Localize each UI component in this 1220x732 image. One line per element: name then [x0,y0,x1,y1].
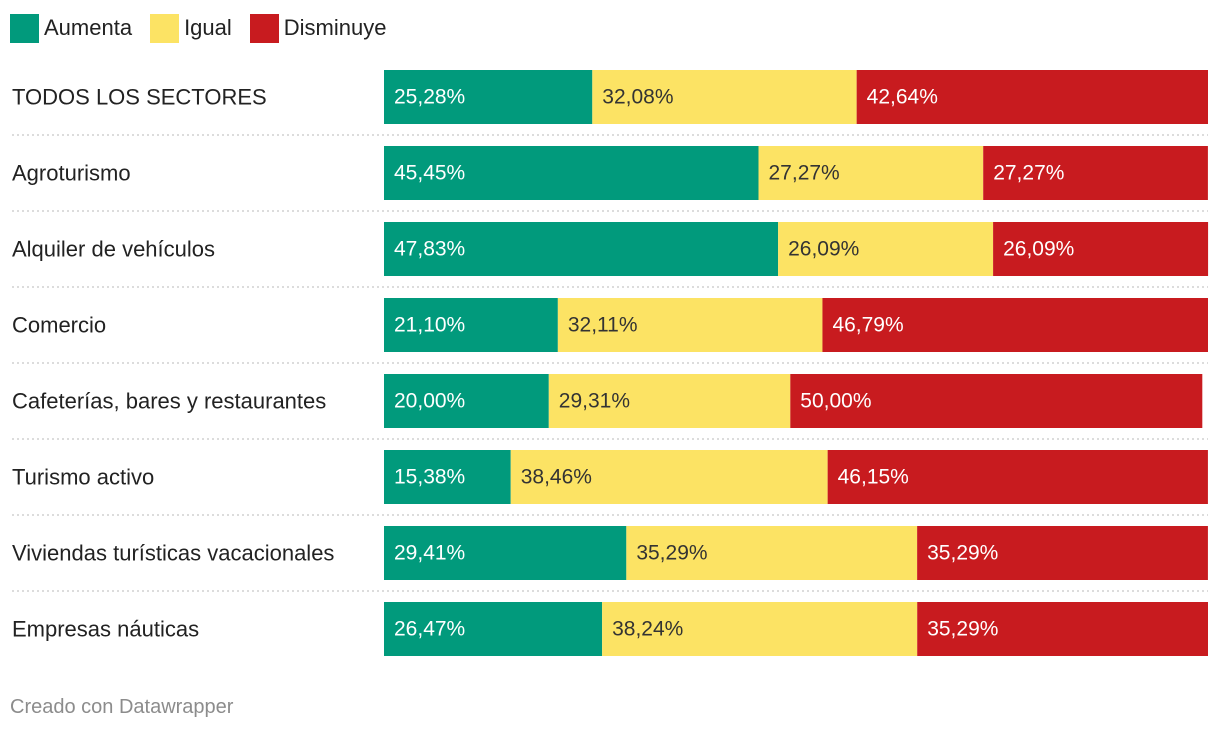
bar-segment-aumenta-todos-los-sectores [384,70,593,124]
data-label-igual-comercio: 32,11% [568,314,638,337]
data-label-aumenta-viviendas-turisticas-vacacionales: 29,41% [394,542,465,565]
bar-segment-aumenta-alquiler-de-vehiculos [384,222,779,276]
legend-swatch-disminuye [249,13,279,43]
bar-segment-igual-comercio [557,298,823,352]
bar-segment-aumenta-turismo-activo [384,450,511,504]
bar-segment-disminuye-turismo-activo [827,450,1208,504]
category-label-empresas-nauticas: Empresas náuticas [12,617,199,642]
data-label-igual-empresas-nauticas: 38,24% [612,618,683,641]
bar-segment-aumenta-comercio [384,298,558,352]
bar-segment-aumenta-cafeterias-bares-y-restaurantes [384,374,549,428]
data-label-igual-turismo-activo: 38,46% [521,466,592,489]
data-label-igual-alquiler-de-vehiculos: 26,09% [788,238,859,261]
data-label-igual-viviendas-turisticas-vacacionales: 35,29% [636,542,707,565]
category-label-agroturismo: Agroturismo [12,161,131,186]
bar-segment-disminuye-agroturismo [983,146,1208,200]
bar-segment-igual-alquiler-de-vehiculos [778,222,994,276]
data-label-disminuye-todos-los-sectores: 42,64% [867,86,938,109]
bar-segment-disminuye-viviendas-turisticas-vacacionales [917,526,1208,580]
legend-label-igual: Igual [184,15,232,40]
data-label-aumenta-todos-los-sectores: 25,28% [394,86,465,109]
category-label-comercio: Comercio [12,313,106,338]
bar-segment-aumenta-agroturismo [384,146,759,200]
category-label-todos-los-sectores: TODOS LOS SECTORES [12,85,267,110]
legend-item-igual: Igual [150,13,232,43]
legend-label-aumenta: Aumenta [44,15,133,40]
bar-segment-igual-todos-los-sectores [592,70,857,124]
data-label-disminuye-agroturismo: 27,27% [993,162,1064,185]
category-label-turismo-activo: Turismo activo [12,465,154,490]
data-label-disminuye-comercio: 46,79% [832,314,903,337]
bar-segment-disminuye-todos-los-sectores [856,70,1208,124]
data-label-aumenta-cafeterias-bares-y-restaurantes: 20,00% [394,390,465,413]
data-label-igual-todos-los-sectores: 32,08% [602,86,673,109]
bar-segment-igual-agroturismo [758,146,984,200]
data-label-aumenta-comercio: 21,10% [394,314,465,337]
bar-segment-aumenta-viviendas-turisticas-vacacionales [384,526,627,580]
category-label-cafeterias-bares-y-restaurantes: Cafeterías, bares y restaurantes [12,389,326,414]
legend-swatch-igual [150,13,180,43]
bar-segment-disminuye-empresas-nauticas [917,602,1208,656]
chart-legend: Aumenta Igual Disminuye [10,12,404,44]
category-label-viviendas-turisticas-vacacionales: Viviendas turísticas vacacionales [12,541,334,566]
bar-segment-disminuye-cafeterias-bares-y-restaurantes [790,374,1203,428]
data-label-disminuye-cafeterias-bares-y-restaurantes: 50,00% [800,390,871,413]
data-label-disminuye-turismo-activo: 46,15% [838,466,909,489]
bar-segment-aumenta-empresas-nauticas [384,602,603,656]
data-label-aumenta-empresas-nauticas: 26,47% [394,618,465,641]
data-label-aumenta-agroturismo: 45,45% [394,162,465,185]
bar-segment-igual-viviendas-turisticas-vacacionales [626,526,918,580]
data-label-igual-agroturismo: 27,27% [769,162,840,185]
data-label-aumenta-turismo-activo: 15,38% [394,466,465,489]
data-label-aumenta-alquiler-de-vehiculos: 47,83% [394,238,465,261]
legend-item-disminuye: Disminuye [249,13,387,43]
bar-segment-igual-turismo-activo [510,450,828,504]
data-label-disminuye-alquiler-de-vehiculos: 26,09% [1003,238,1074,261]
bar-segment-disminuye-comercio [822,298,1208,352]
legend-item-aumenta: Aumenta [10,13,133,43]
legend-swatch-aumenta [10,13,39,43]
data-label-disminuye-viviendas-turisticas-vacacionales: 35,29% [927,542,998,565]
category-label-alquiler-de-vehiculos: Alquiler de vehículos [12,237,215,262]
footer-credit: Creado con Datawrapper [10,696,234,718]
stacked-bar-chart: TODOS LOS SECTORES 25,28% 32,08% 42,64% Agro… [12,70,1209,656]
legend-label-disminuye: Disminuye [283,15,387,40]
bar-segment-disminuye-alquiler-de-vehiculos [993,222,1209,276]
data-label-disminuye-empresas-nauticas: 35,29% [927,618,998,641]
data-label-igual-cafeterias-bares-y-restaurantes: 29,31% [559,390,630,413]
bar-segment-igual-cafeterias-bares-y-restaurantes [548,374,791,428]
bar-segment-igual-empresas-nauticas [602,602,918,656]
